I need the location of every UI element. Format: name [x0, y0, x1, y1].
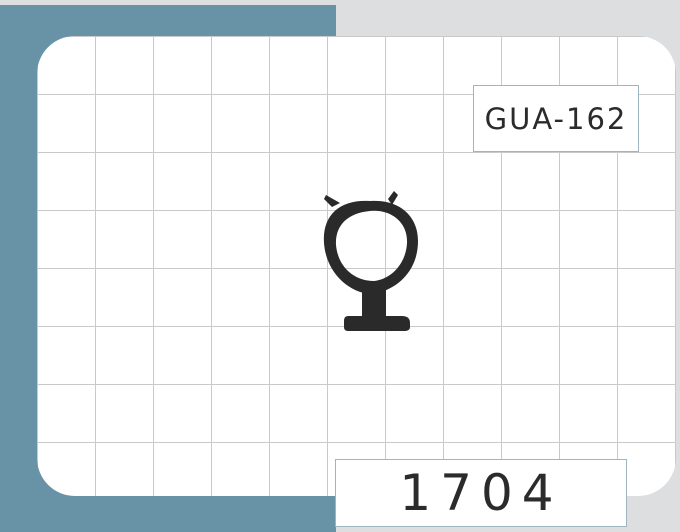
- product-code-label: GUA-162: [473, 85, 639, 152]
- bulb-gasket-profile-icon: [323, 191, 418, 331]
- product-number-label: 1704: [335, 459, 627, 527]
